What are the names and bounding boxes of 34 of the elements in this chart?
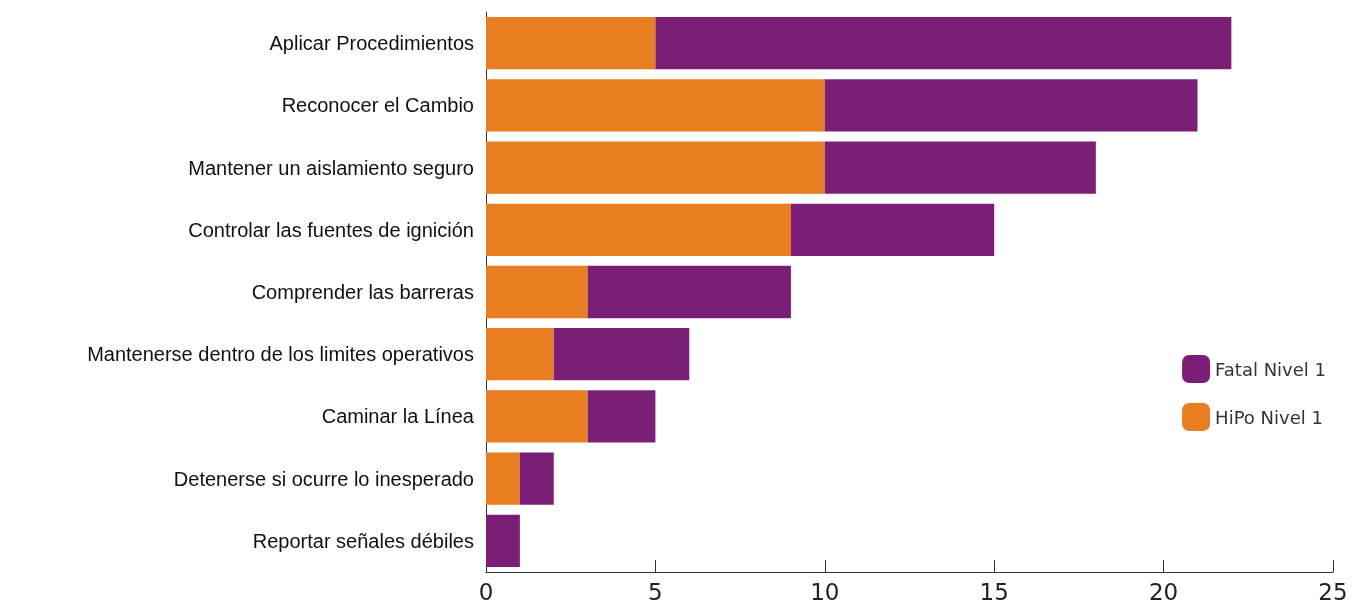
y-tick-label: Aplicar Procedimientos [269,32,474,55]
y-tick-label: Mantenerse dentro de los limites operativos [87,343,474,366]
bar [790,203,995,256]
bar [824,79,1198,132]
bar [486,141,825,194]
x-tick-label: 25 [1318,578,1348,605]
x-tick-label: 15 [979,578,1009,605]
x-tick-label: 10 [810,578,840,605]
bar [486,328,554,381]
x-tick-label: 5 [648,578,663,605]
bar [486,265,588,319]
bar [553,328,690,381]
y-tick-label: Detenerse si ocurre lo inesperado [173,467,474,490]
bar [486,452,520,505]
legend-label: Fatal Nivel 1 [1215,358,1327,380]
y-tick-label: Controlar las fuentes de ignición [188,218,474,241]
bar [486,390,588,443]
bar [486,79,825,132]
bar [486,203,791,256]
legend-label: HiPo Nivel 1 [1215,406,1323,428]
y-tick-label: Reportar señales débiles [252,529,474,552]
bar [587,390,656,443]
y-tick-label: Reconocer el Cambio [281,94,474,117]
bar [655,16,1232,70]
bar [519,452,554,505]
y-tick-label: Caminar la Línea [321,405,475,428]
x-tick-label: 0 [478,578,494,605]
bar [587,265,791,319]
bar [486,514,520,568]
bar [824,141,1096,194]
y-tick-label: Mantener un aislamiento seguro [188,156,474,179]
y-tick-label: Comprender las barreras [251,281,474,303]
x-tick-label: 20 [1148,578,1179,605]
bar [486,16,656,70]
